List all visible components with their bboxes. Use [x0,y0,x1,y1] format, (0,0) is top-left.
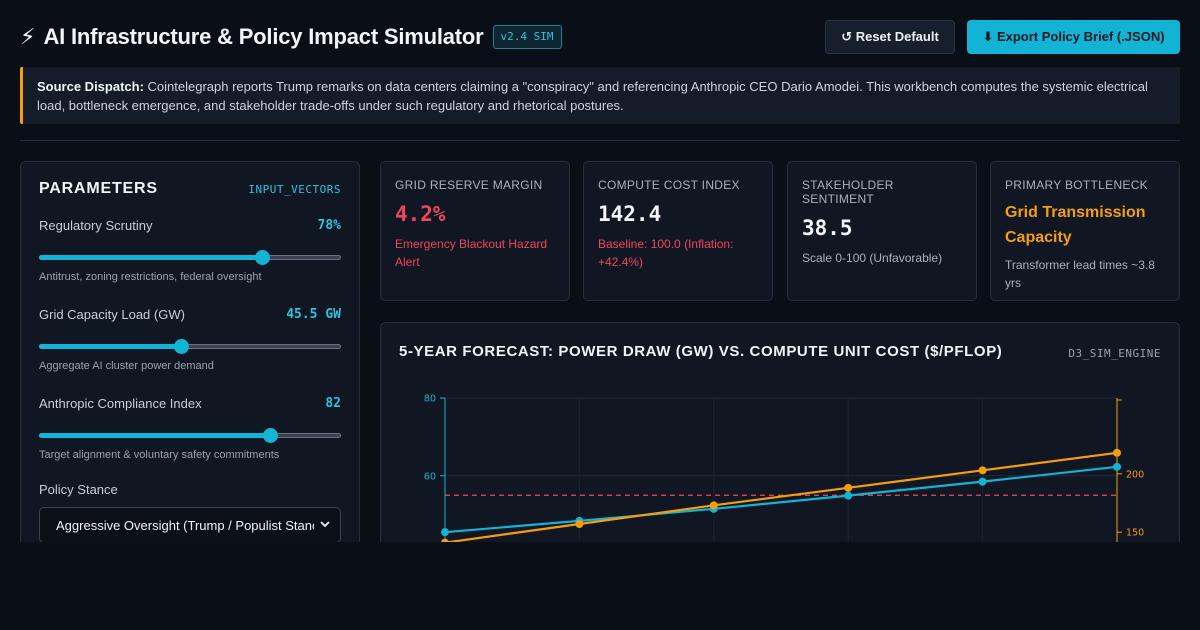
lightning-bolt-icon: ⚡ [20,24,36,49]
version-badge: v2.4 SIM [492,25,562,49]
card-sub: Emergency Blackout Hazard Alert [395,237,548,269]
card-label: STAKEHOLDER SENTIMENT [802,178,894,206]
power-draw-point [844,491,853,500]
dispatch-text: Cointelegraph reports Trump remarks on d… [37,79,1148,113]
y-right-tick-label: 150 [1126,528,1144,539]
slider-thumb[interactable] [173,339,189,354]
page-bottom-background [0,542,1200,630]
section-divider [20,140,1180,141]
param-help: Antitrust, zoning restrictions, federal … [39,271,262,283]
y-left-tick-label: 60 [424,471,436,482]
card-sub: Transformer lead times ~3.8 yrs [1005,258,1155,290]
y-right-tick-label: 200 [1126,469,1144,480]
app-header: ⚡ AI Infrastructure & Policy Impact Simu… [20,20,1180,54]
card-sub: Scale 0-100 (Unfavorable) [802,251,943,265]
param-help: Aggregate AI cluster power demand [39,360,214,372]
power-draw-point [1113,462,1121,471]
source-dispatch-banner: Source Dispatch: Cointelegraph reports T… [20,67,1180,124]
slider-thumb[interactable] [255,250,271,265]
param-grid-capacity-load: Grid Capacity Load (GW) 45.5 GW Aggregat… [39,305,341,372]
regulatory-scrutiny-slider[interactable] [39,247,341,267]
param-anthropic-compliance-index: Anthropic Compliance Index 82 Target ali… [39,394,341,461]
compute-cost-point [844,483,853,492]
compute-cost-index-card: COMPUTE COST INDEX 142.4 Baseline: 100.0… [583,161,773,301]
parameters-title: PARAMETERS [39,180,158,197]
power-draw-point [978,477,987,486]
slider-fill [39,433,271,438]
input-vectors-tag: INPUT_VECTORS [248,182,341,196]
compute-cost-point [978,466,987,475]
param-help: Target alignment & voluntary safety comm… [39,449,280,461]
stakeholder-sentiment-card: STAKEHOLDER SENTIMENT 38.5 Scale 0-100 (… [787,161,977,301]
chart-engine-tag: D3_SIM_ENGINE [1068,347,1161,360]
slider-fill [39,344,181,349]
compute-cost-point [1113,448,1121,457]
param-value: 45.5 GW [286,306,341,322]
card-label: COMPUTE COST INDEX [598,178,740,192]
policy-stance-label: Policy Stance [39,482,118,497]
card-label: PRIMARY BOTTLENECK [1005,178,1148,192]
compute-cost-point [575,520,584,528]
param-label: Anthropic Compliance Index [39,395,202,411]
param-value: 82 [325,395,341,411]
anthropic-compliance-slider[interactable] [39,425,341,445]
primary-bottleneck-card: PRIMARY BOTTLENECK Grid Transmission Cap… [990,161,1180,301]
policy-stance-select[interactable]: Aggressive Oversight (Trump / Populist S… [39,507,341,543]
card-value: Grid Transmission Capacity [1005,204,1146,246]
export-policy-brief-button[interactable]: ⬇ Export Policy Brief (.JSON) [967,20,1180,54]
app-title: AI Infrastructure & Policy Impact Simula… [43,24,484,49]
power-draw-point [441,528,449,537]
parameters-panel: PARAMETERS INPUT_VECTORS Regulatory Scru… [20,161,360,561]
chevron-down-icon [320,521,330,528]
dispatch-label: Source Dispatch: [37,79,144,94]
title-group: ⚡ AI Infrastructure & Policy Impact Simu… [20,22,562,52]
y-left-tick-label: 80 [424,394,436,405]
card-value: 4.2% [395,202,446,226]
card-value: 38.5 [802,216,853,240]
param-regulatory-scrutiny: Regulatory Scrutiny 78% Antitrust, zonin… [39,216,341,283]
card-sub: Baseline: 100.0 (Inflation: +42.4%) [598,237,734,269]
chart-title: 5-YEAR FORECAST: POWER DRAW (GW) VS. COM… [399,343,1003,360]
param-value: 78% [317,217,341,233]
param-label: Regulatory Scrutiny [39,217,153,233]
card-label: GRID RESERVE MARGIN [395,178,543,192]
grid-reserve-margin-card: GRID RESERVE MARGIN 4.2% Emergency Black… [380,161,570,301]
compute-cost-line [444,451,1118,544]
power-draw-line [444,465,1118,534]
slider-fill [39,255,263,260]
policy-stance-value: Aggressive Oversight (Trump / Populist S… [56,517,314,533]
param-label: Grid Capacity Load (GW) [39,306,185,322]
grid-capacity-load-slider[interactable] [39,336,341,356]
slider-thumb[interactable] [263,428,279,443]
card-value: 142.4 [598,202,662,226]
forecast-chart-panel: 406080150200 5-YEAR FORECAST: POWER DRAW… [380,322,1180,562]
compute-cost-point [709,501,718,510]
reset-default-button[interactable]: ↺ Reset Default [825,20,955,54]
